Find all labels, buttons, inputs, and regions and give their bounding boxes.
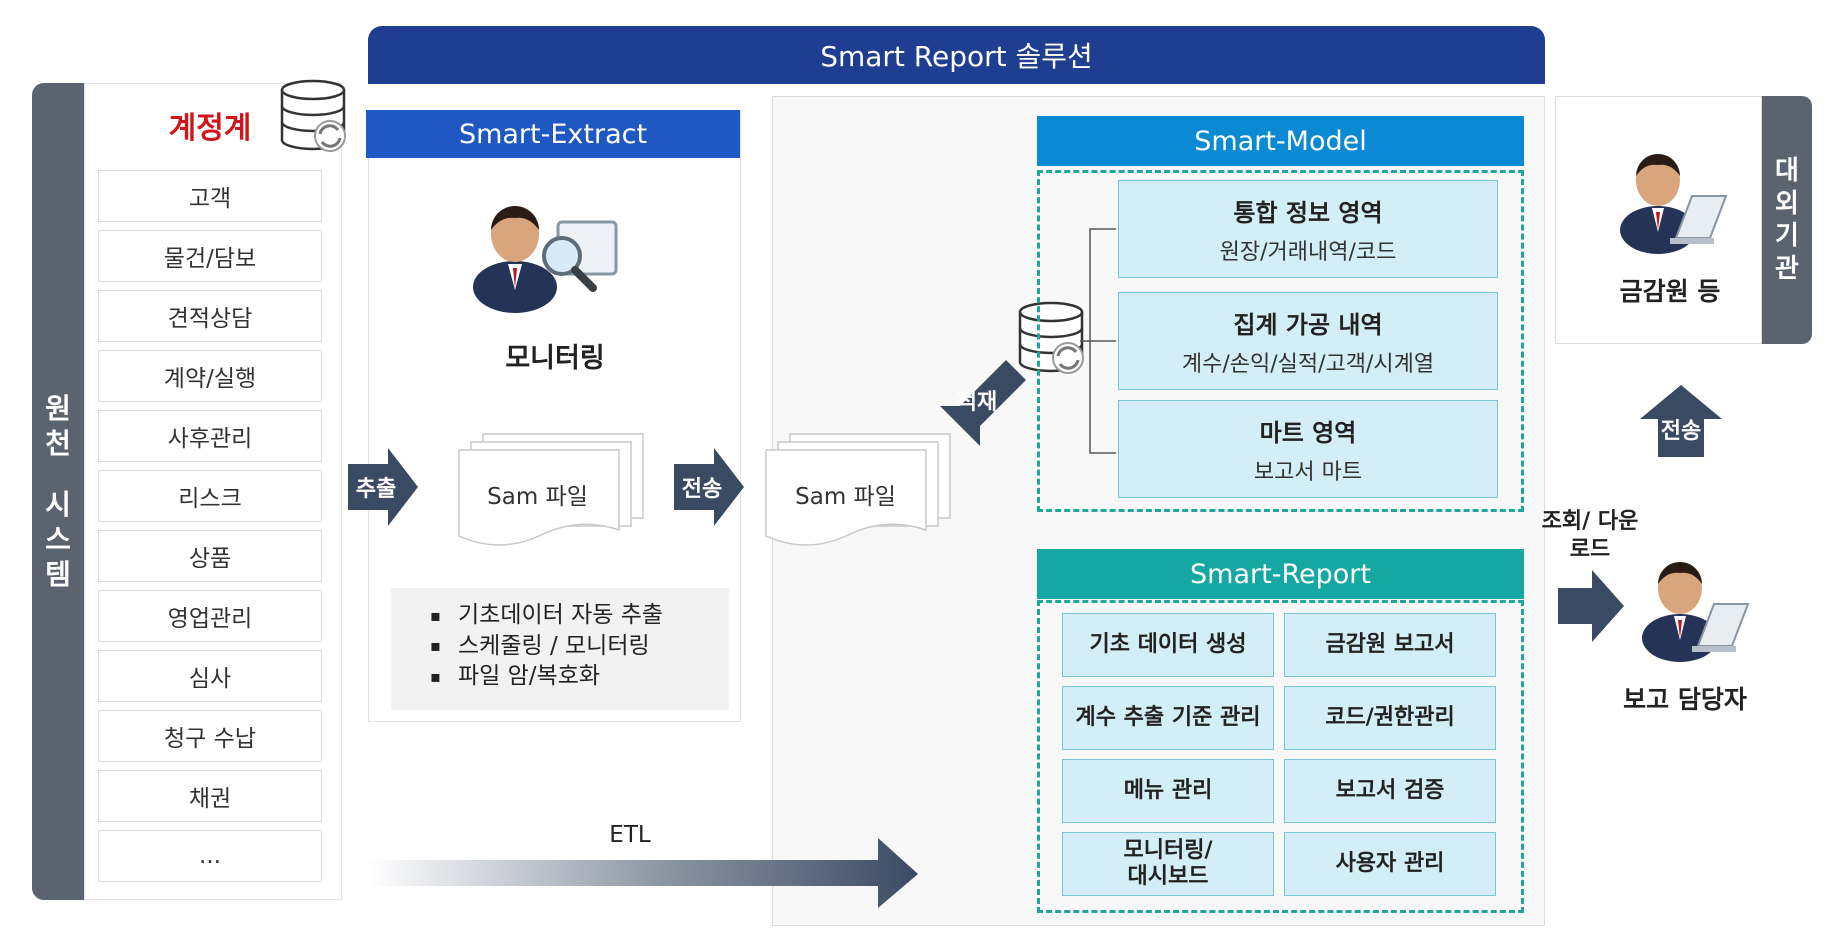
source-strip-char: 천 <box>45 427 71 460</box>
transfer-arrow <box>674 448 744 526</box>
reporter-label: 보고 담당자 <box>1623 685 1747 714</box>
report-cell: 메뉴 관리 <box>1062 759 1274 823</box>
send-up-arrow <box>1640 385 1722 457</box>
feature-item: 스케줄링 / 모니터링 <box>430 631 730 662</box>
fss-user-laptop-icon <box>1620 154 1728 254</box>
external-strip-char: 기 <box>1775 221 1799 251</box>
source-strip-char: 스 <box>45 523 71 556</box>
report-cell: 금감원 보고서 <box>1284 613 1496 677</box>
database-icon <box>280 79 346 152</box>
model-area-sub: 원장/거래내역/코드 <box>1219 239 1397 265</box>
source-strip-char: 원 <box>45 392 71 425</box>
ledger-system-title: 계정계 <box>168 111 252 146</box>
reporter-user-laptop-icon <box>1642 562 1750 662</box>
feature-list: 기초데이터 자동 추출 스케줄링 / 모니터링 파일 암/복호화 <box>430 600 730 692</box>
model-area-title: 집계 가공 내역 <box>1233 310 1383 339</box>
external-strip: 대 외 기 관 <box>1762 96 1812 344</box>
solution-banner: Smart Report 솔루션 <box>368 26 1545 84</box>
feature-item: 파일 암/복호화 <box>430 661 730 692</box>
etl-label: ETL <box>609 822 651 848</box>
feature-item: 기초데이터 자동 추출 <box>430 600 730 631</box>
transfer-arrow-label: 전송 <box>681 477 723 502</box>
send-up-arrow-label: 전송 <box>1660 419 1702 444</box>
model-database-icon <box>1018 301 1084 374</box>
model-connector-lines <box>1080 228 1116 454</box>
report-cell: 사용자 관리 <box>1284 832 1496 896</box>
extract-arrow <box>348 448 418 526</box>
source-strip-char: 시 <box>45 488 71 521</box>
model-area-mart: 마트 영역 보고서 마트 <box>1118 400 1498 498</box>
external-strip-char: 대 <box>1775 156 1799 186</box>
model-area-title: 마트 영역 <box>1259 418 1357 447</box>
model-area-integrated: 통합 정보 영역 원장/거래내역/코드 <box>1118 180 1498 278</box>
report-cell: 모니터링/ 대시보드 <box>1062 832 1274 896</box>
model-area-title: 통합 정보 영역 <box>1233 198 1383 227</box>
report-dashed-box <box>1037 600 1524 913</box>
model-header: Smart-Model <box>1037 116 1524 166</box>
load-arrow <box>940 360 1026 446</box>
etl-arrow <box>368 838 918 908</box>
sam-file-stack-icon <box>458 433 644 546</box>
external-strip-char: 외 <box>1775 188 1799 219</box>
source-item: 청구 수납 <box>98 710 322 762</box>
external-strip-char: 관 <box>1775 253 1799 284</box>
query-download-label: 조회/ 다운로드 <box>1541 509 1639 562</box>
model-dashed-box <box>1037 170 1524 512</box>
source-item: 리스크 <box>98 470 322 522</box>
extract-arrow-label: 추출 <box>355 477 397 502</box>
source-strip-char: 템 <box>45 558 71 591</box>
extract-file-label: Sam 파일 <box>487 484 588 510</box>
extract-header: Smart-Extract <box>366 110 740 158</box>
fss-label: 금감원 등 <box>1619 277 1721 306</box>
model-area-sub: 계수/손익/실적/고객/시계열 <box>1181 351 1435 377</box>
report-cell: 계수 추출 기준 관리 <box>1062 686 1274 750</box>
model-area-aggregation: 집계 가공 내역 계수/손익/실적/고객/시계열 <box>1118 292 1498 390</box>
source-item: 영업관리 <box>98 590 322 642</box>
user-magnifier-icon <box>473 206 618 313</box>
source-item: 계약/실행 <box>98 350 322 402</box>
load-arrow-label: 적재 <box>956 390 998 415</box>
source-item: 심사 <box>98 650 322 702</box>
report-cell: 코드/권한관리 <box>1284 686 1496 750</box>
source-item: 채권 <box>98 770 322 822</box>
source-item: ... <box>98 830 322 882</box>
model-area-sub: 보고서 마트 <box>1253 459 1363 485</box>
source-item: 견적상담 <box>98 290 322 342</box>
source-system-strip: 원 천 시 스 템 <box>32 83 84 900</box>
source-item: 물건/담보 <box>98 230 322 282</box>
source-item: 사후관리 <box>98 410 322 462</box>
etl-file-label: Sam 파일 <box>795 484 896 510</box>
etl-sam-file-stack-icon <box>765 433 951 546</box>
source-item: 고객 <box>98 170 322 222</box>
report-cell: 보고서 검증 <box>1284 759 1496 823</box>
report-header: Smart-Report <box>1037 549 1524 599</box>
query-arrow <box>1558 570 1624 642</box>
source-item: 상품 <box>98 530 322 582</box>
report-cell: 기초 데이터 생성 <box>1062 613 1274 677</box>
monitoring-label: 모니터링 <box>505 342 605 374</box>
